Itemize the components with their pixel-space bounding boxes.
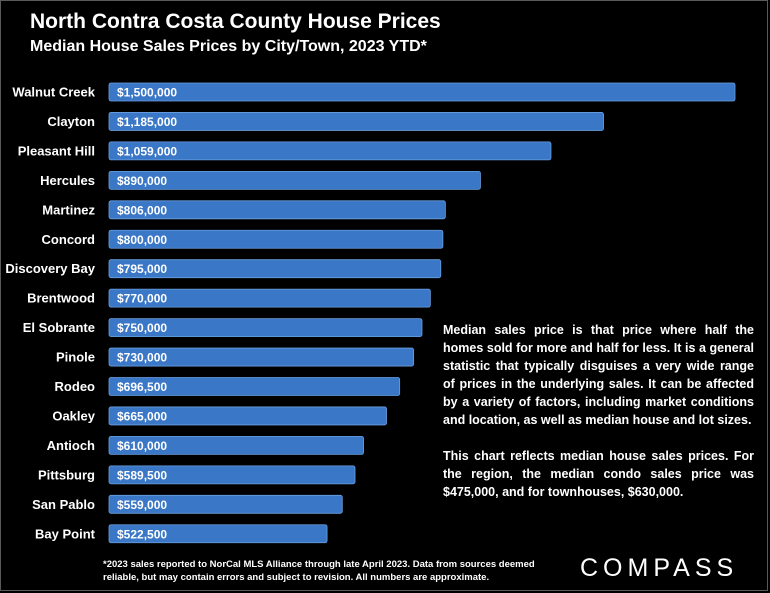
value-label: $1,185,000 — [117, 115, 177, 129]
bar — [108, 141, 552, 161]
chart-subtitle: Median House Sales Prices by City/Town, … — [30, 38, 427, 55]
bar — [108, 170, 481, 190]
bar — [108, 377, 401, 396]
bar — [108, 465, 356, 485]
category-label: Antioch — [47, 438, 95, 453]
category-label: Rodeo — [55, 379, 96, 394]
category-label: Concord — [42, 232, 96, 247]
value-label: $750,000 — [117, 321, 167, 335]
category-label: Pleasant Hill — [18, 143, 95, 158]
value-label: $1,500,000 — [117, 86, 177, 100]
bar — [108, 347, 415, 367]
category-label: Bay Point — [35, 526, 96, 541]
bar — [108, 82, 736, 102]
bar — [108, 524, 328, 544]
bar — [108, 259, 442, 279]
category-label: Walnut Creek — [12, 85, 95, 100]
chart-title: North Contra Costa County House Prices — [30, 10, 441, 33]
bar — [108, 318, 423, 338]
bar — [108, 406, 387, 426]
value-label: $890,000 — [117, 174, 167, 188]
category-label: Discovery Bay — [5, 261, 95, 276]
category-label: Martinez — [42, 202, 95, 217]
value-label: $1,059,000 — [117, 144, 177, 158]
category-label: Hercules — [40, 173, 95, 188]
value-label: $610,000 — [117, 439, 167, 453]
bar — [108, 288, 431, 308]
bar — [108, 494, 343, 514]
category-label: El Sobrante — [23, 320, 95, 335]
compass-logo: COMPASS — [580, 554, 739, 582]
footnote: *2023 sales reported to NorCal MLS Allia… — [103, 559, 535, 583]
value-label: $522,500 — [117, 527, 167, 541]
value-label: $730,000 — [117, 351, 167, 365]
value-label: $806,000 — [117, 203, 167, 217]
category-label: Pittsburg — [38, 467, 95, 482]
value-label: $800,000 — [117, 233, 167, 247]
value-label: $696,500 — [117, 380, 167, 394]
value-label: $770,000 — [117, 292, 167, 306]
explanatory-note: Median sales price is that price where h… — [443, 321, 754, 519]
note-paragraph-2: This chart reflects median house sales p… — [443, 449, 754, 499]
category-label: Brentwood — [27, 291, 95, 306]
category-label: San Pablo — [32, 497, 95, 512]
value-label: $665,000 — [117, 409, 167, 423]
category-label: Clayton — [47, 114, 95, 129]
bar — [108, 112, 604, 131]
value-label: $559,000 — [117, 498, 167, 512]
category-label: Pinole — [56, 350, 95, 365]
bar — [108, 229, 444, 249]
value-label: $589,500 — [117, 468, 167, 482]
bar — [108, 435, 364, 455]
value-label: $795,000 — [117, 262, 167, 276]
category-label: Oakley — [52, 408, 95, 423]
bar — [108, 200, 446, 220]
note-paragraph-1: Median sales price is that price where h… — [443, 323, 754, 427]
